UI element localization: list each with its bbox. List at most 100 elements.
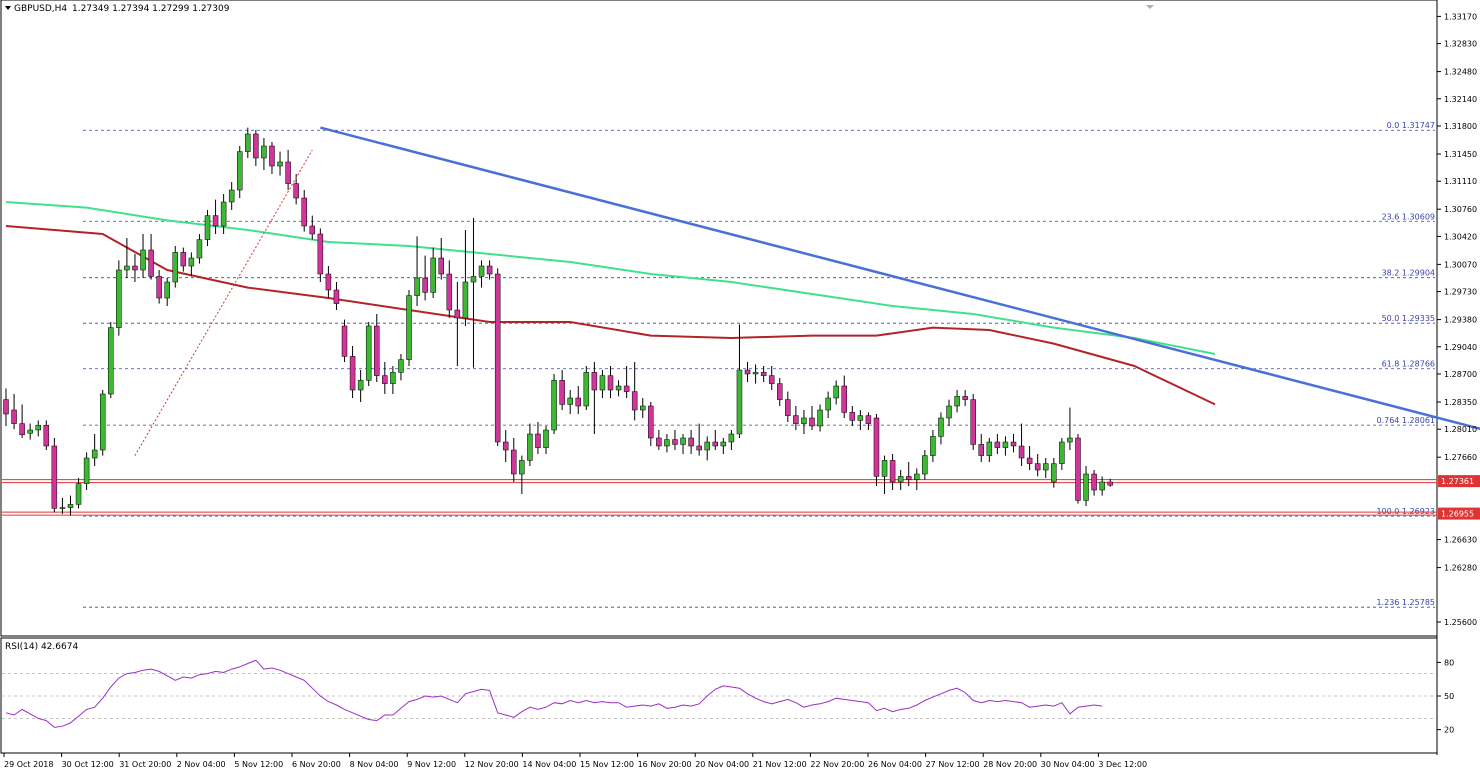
candle xyxy=(357,370,364,402)
time-tick-label: 20 Nov 04:00 xyxy=(695,760,749,769)
candle-body xyxy=(1002,441,1009,448)
candle-body xyxy=(857,415,864,421)
candle xyxy=(728,430,735,450)
candle xyxy=(970,394,976,450)
price-tick-label: 1.31450 xyxy=(1444,150,1477,159)
candle-body xyxy=(11,409,17,424)
candle-body xyxy=(1091,473,1097,491)
candle-body xyxy=(656,437,662,447)
fib-level-label: 0.0 1.31747 xyxy=(1387,121,1435,130)
candle xyxy=(148,234,154,280)
candle-body xyxy=(293,183,299,199)
candle xyxy=(1059,438,1065,470)
candle-body xyxy=(446,273,453,311)
candle-body xyxy=(607,375,614,391)
candle xyxy=(108,322,114,398)
rsi-tick-label: 50 xyxy=(1444,692,1454,701)
candle-body xyxy=(1010,441,1017,447)
candle xyxy=(261,138,267,170)
candle-body xyxy=(962,396,968,400)
candle-body xyxy=(591,372,598,391)
time-tick-label: 15 Nov 12:00 xyxy=(580,760,634,769)
time-axis xyxy=(0,755,1480,772)
collapse-triangle-icon[interactable] xyxy=(5,6,11,10)
candle xyxy=(1034,454,1041,477)
candle-body xyxy=(333,289,340,304)
rsi-title: RSI(14) 42.6674 xyxy=(5,642,78,652)
candle xyxy=(333,282,340,310)
candle xyxy=(704,436,710,461)
candle-body xyxy=(301,197,307,227)
ohlc-values: 1.27349 1.27394 1.27299 1.27309 xyxy=(72,4,230,14)
candle xyxy=(132,254,138,282)
time-tick-label: 12 Nov 20:00 xyxy=(465,760,519,769)
candle xyxy=(494,268,501,446)
candle xyxy=(486,260,493,280)
scroll-marker-icon[interactable] xyxy=(1146,5,1154,9)
candle xyxy=(430,247,436,298)
candle xyxy=(905,462,912,486)
candle-body xyxy=(672,439,678,445)
candle-body xyxy=(382,375,388,384)
fib-level-label: 50.0 1.29335 xyxy=(1382,314,1435,323)
candle-body xyxy=(462,281,469,319)
fib-level-label: 61.8 1.28766 xyxy=(1382,360,1435,369)
candle-body xyxy=(801,417,807,424)
time-tick-label: 6 Nov 20:00 xyxy=(292,760,341,769)
price-label-tag xyxy=(1438,507,1480,520)
candle-body xyxy=(309,225,316,235)
candle-body xyxy=(720,441,727,447)
price-tick-label: 1.26280 xyxy=(1444,564,1477,573)
candle xyxy=(801,410,807,434)
candle-body xyxy=(865,415,872,424)
candle xyxy=(27,423,33,440)
candle xyxy=(1075,434,1081,504)
candle xyxy=(156,270,162,304)
candle xyxy=(833,380,839,405)
price-tick-label: 1.28700 xyxy=(1444,370,1477,379)
candle xyxy=(986,438,993,462)
candle xyxy=(83,452,90,490)
time-tick-label: 8 Nov 04:00 xyxy=(350,760,399,769)
candle xyxy=(365,322,372,386)
candle-body xyxy=(543,429,549,448)
candle xyxy=(309,215,316,240)
candle xyxy=(228,182,235,210)
candle-body xyxy=(873,417,880,477)
candle-body xyxy=(897,476,904,483)
candle xyxy=(551,374,557,434)
candle-body xyxy=(905,476,912,480)
candle-body xyxy=(478,265,485,277)
fib-level-label: 1.236 1.25785 xyxy=(1376,598,1435,607)
candle xyxy=(502,430,509,462)
candle xyxy=(962,390,968,406)
rsi-tick-label: 20 xyxy=(1444,726,1454,735)
candle-body xyxy=(631,391,638,411)
drawing-objects xyxy=(134,126,1480,456)
candle-body xyxy=(317,233,324,275)
candle-body xyxy=(140,249,146,271)
price-tick-label: 1.32830 xyxy=(1444,40,1477,49)
candle-body xyxy=(470,276,477,283)
candle-body xyxy=(502,441,509,451)
candle-body xyxy=(108,327,114,395)
candle-body xyxy=(817,409,823,427)
rsi-plot-frame xyxy=(0,637,1438,754)
candle xyxy=(575,386,582,414)
candle-body xyxy=(1042,463,1049,471)
candle xyxy=(414,236,420,306)
candle-body xyxy=(841,385,847,413)
price-tick-label: 1.25600 xyxy=(1444,618,1477,627)
candle xyxy=(938,412,944,445)
candle-body xyxy=(1075,437,1081,501)
time-tick-label: 21 Nov 12:00 xyxy=(753,760,807,769)
candle-body xyxy=(269,145,275,167)
candle-body xyxy=(349,356,356,391)
candle-body xyxy=(986,441,993,456)
candle xyxy=(35,420,41,437)
candle xyxy=(196,234,203,264)
candle-body xyxy=(220,201,227,227)
candle xyxy=(1026,446,1033,470)
price-tick-label: 1.28350 xyxy=(1444,398,1477,407)
